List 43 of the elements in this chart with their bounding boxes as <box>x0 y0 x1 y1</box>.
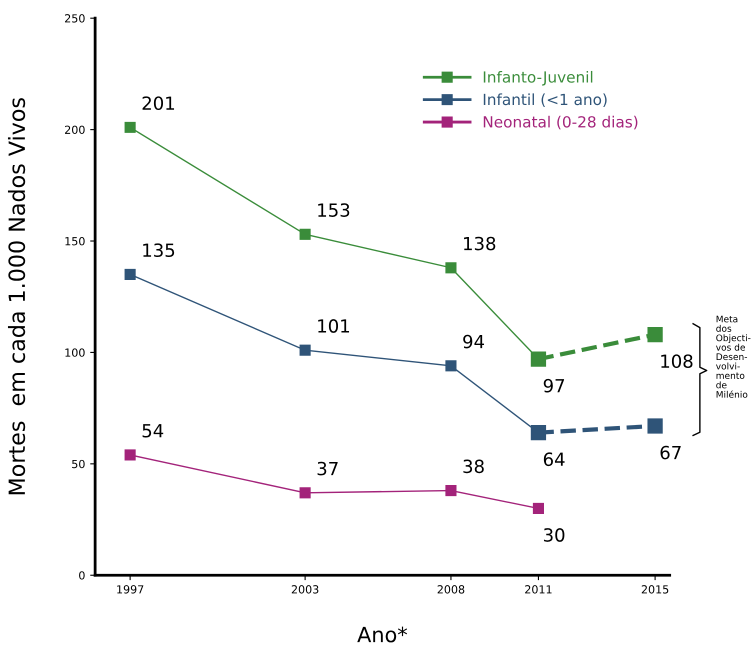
data-label: 67 <box>660 446 681 460</box>
text: Meta dos Objecti- vos de Desen- volvi- mento de Milénio <box>716 316 750 398</box>
data-label: 64 <box>544 452 565 466</box>
point <box>124 449 136 460</box>
data-label: 201 <box>142 96 174 110</box>
point <box>647 418 663 434</box>
point <box>300 228 311 240</box>
data-label: 54 <box>142 424 164 438</box>
point <box>532 502 544 514</box>
x-tick-label: 2011 <box>525 585 552 594</box>
point <box>445 485 456 496</box>
data-label: 38 <box>463 460 484 474</box>
point <box>300 487 311 498</box>
x-tick-label: 2008 <box>438 585 464 594</box>
y-tick-label: 250 <box>65 14 85 23</box>
y-tick-label: 200 <box>65 126 85 134</box>
point <box>124 122 136 133</box>
x-tick-label: 2015 <box>642 585 668 594</box>
y-tick-label: 0 <box>79 571 85 580</box>
data-label: 97 <box>544 378 564 393</box>
data-label: 153 <box>318 203 350 217</box>
data-label: 37 <box>318 462 338 476</box>
y-axis-title: Mortes em cada 1.000 Nados Vivos <box>8 98 26 494</box>
point <box>124 268 136 280</box>
data-label: 108 <box>661 354 692 368</box>
y-tick-label: 100 <box>65 348 85 357</box>
x-tick-label: 2003 <box>292 585 318 594</box>
point <box>445 360 456 372</box>
point <box>300 344 311 356</box>
legend-label: Neonatal (0-28 dias) <box>484 116 638 130</box>
legend-label: Infantil (<1 ano) <box>484 93 607 107</box>
data-label: 101 <box>318 319 350 333</box>
point <box>445 262 456 274</box>
data-label: 94 <box>463 334 484 348</box>
data-label: 30 <box>544 528 564 542</box>
x-axis-title: Ano* <box>357 626 408 642</box>
data-label: 135 <box>143 243 174 258</box>
y-tick-label: 50 <box>72 460 85 468</box>
legend-label: Infanto-Juvenil <box>484 70 592 86</box>
data-label: 138 <box>464 236 496 250</box>
point <box>647 326 663 342</box>
x-tick-label: 1997 <box>117 585 144 594</box>
y-tick-label: 150 <box>65 236 85 246</box>
